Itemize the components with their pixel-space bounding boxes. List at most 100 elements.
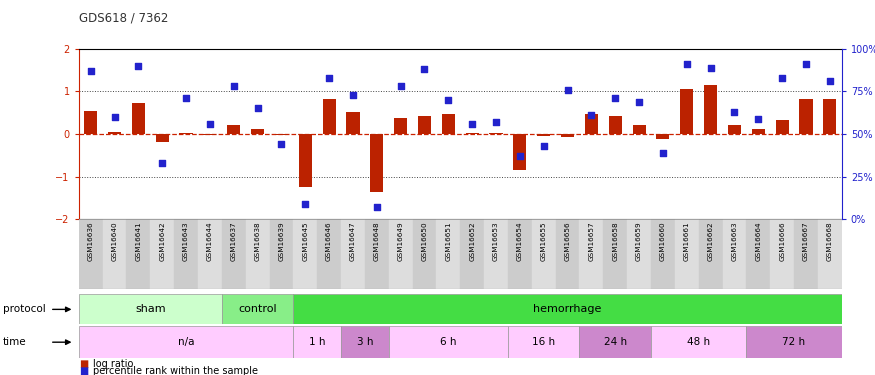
Point xyxy=(584,112,598,118)
Bar xyxy=(79,294,222,324)
Bar xyxy=(507,219,532,289)
Bar xyxy=(203,134,216,135)
Bar xyxy=(437,219,460,289)
Point xyxy=(131,63,145,69)
Text: GSM16663: GSM16663 xyxy=(732,222,738,261)
Text: GSM16644: GSM16644 xyxy=(206,222,213,261)
Point xyxy=(822,78,836,84)
Bar xyxy=(775,120,788,134)
Point xyxy=(179,95,193,101)
Bar xyxy=(418,116,431,134)
Bar xyxy=(442,114,455,134)
Bar xyxy=(79,326,293,358)
Point xyxy=(441,97,455,103)
Bar xyxy=(532,219,556,289)
Bar xyxy=(675,219,699,289)
Text: 1 h: 1 h xyxy=(309,337,326,347)
Text: control: control xyxy=(238,304,276,314)
Text: GSM16647: GSM16647 xyxy=(350,222,356,261)
Text: GSM16666: GSM16666 xyxy=(779,222,785,261)
Point xyxy=(656,150,670,156)
Text: ■: ■ xyxy=(79,359,88,369)
Bar xyxy=(132,104,145,134)
Text: GSM16636: GSM16636 xyxy=(88,222,94,261)
Point xyxy=(489,119,503,125)
Text: time: time xyxy=(3,337,26,347)
Bar xyxy=(275,134,288,135)
Text: GSM16649: GSM16649 xyxy=(397,222,403,261)
Text: GSM16650: GSM16650 xyxy=(422,222,428,261)
Bar xyxy=(699,219,723,289)
Text: GSM16637: GSM16637 xyxy=(231,222,237,261)
Bar xyxy=(746,326,842,358)
Point xyxy=(155,160,169,166)
Text: GSM16664: GSM16664 xyxy=(755,222,761,261)
Bar xyxy=(84,111,97,134)
Point xyxy=(370,204,384,210)
Bar xyxy=(627,219,651,289)
Text: GSM16643: GSM16643 xyxy=(183,222,189,261)
Bar xyxy=(79,219,102,289)
Point xyxy=(752,116,766,122)
Text: sham: sham xyxy=(135,304,165,314)
Bar xyxy=(222,294,293,324)
Bar xyxy=(818,219,842,289)
Bar xyxy=(388,326,507,358)
Text: log ratio: log ratio xyxy=(93,359,133,369)
Text: GSM16668: GSM16668 xyxy=(827,222,833,261)
Bar xyxy=(752,129,765,134)
Text: 48 h: 48 h xyxy=(687,337,710,347)
Point xyxy=(322,75,336,81)
Point xyxy=(680,61,694,67)
Point xyxy=(561,87,575,93)
Point xyxy=(227,83,241,89)
Point xyxy=(203,121,217,127)
Bar xyxy=(341,326,388,358)
Bar xyxy=(293,219,318,289)
Text: GSM16652: GSM16652 xyxy=(469,222,475,261)
Bar xyxy=(514,134,527,170)
Bar xyxy=(174,219,198,289)
Bar xyxy=(318,219,341,289)
Bar xyxy=(579,326,651,358)
Bar xyxy=(150,219,174,289)
Text: GSM16659: GSM16659 xyxy=(636,222,642,261)
Text: GDS618 / 7362: GDS618 / 7362 xyxy=(79,11,168,24)
Text: GSM16645: GSM16645 xyxy=(302,222,308,261)
Point xyxy=(799,61,813,67)
Text: 72 h: 72 h xyxy=(782,337,806,347)
Point xyxy=(394,83,408,89)
Point xyxy=(108,114,122,120)
Text: GSM16654: GSM16654 xyxy=(517,222,523,261)
Bar xyxy=(604,219,627,289)
Bar xyxy=(507,326,579,358)
Bar xyxy=(723,219,746,289)
Text: GSM16661: GSM16661 xyxy=(683,222,690,261)
Bar xyxy=(489,133,502,134)
Bar xyxy=(102,219,127,289)
Point xyxy=(536,143,550,149)
Point xyxy=(346,92,360,98)
Point xyxy=(775,75,789,81)
Text: GSM16648: GSM16648 xyxy=(374,222,380,261)
Text: 3 h: 3 h xyxy=(357,337,373,347)
Text: GSM16662: GSM16662 xyxy=(708,222,714,261)
Bar xyxy=(346,112,360,134)
Point xyxy=(727,109,741,115)
Text: GSM16651: GSM16651 xyxy=(445,222,452,261)
Bar xyxy=(584,114,598,134)
Point xyxy=(608,95,622,101)
Bar xyxy=(127,219,150,289)
Bar xyxy=(156,134,169,142)
Bar xyxy=(728,124,741,134)
Text: ■: ■ xyxy=(79,366,88,375)
Bar xyxy=(222,219,246,289)
Bar xyxy=(537,134,550,136)
Bar xyxy=(460,219,484,289)
Point xyxy=(417,66,431,72)
Point xyxy=(513,153,527,159)
Bar xyxy=(823,99,836,134)
Bar xyxy=(228,124,241,134)
Bar xyxy=(413,219,437,289)
Point xyxy=(84,68,98,74)
